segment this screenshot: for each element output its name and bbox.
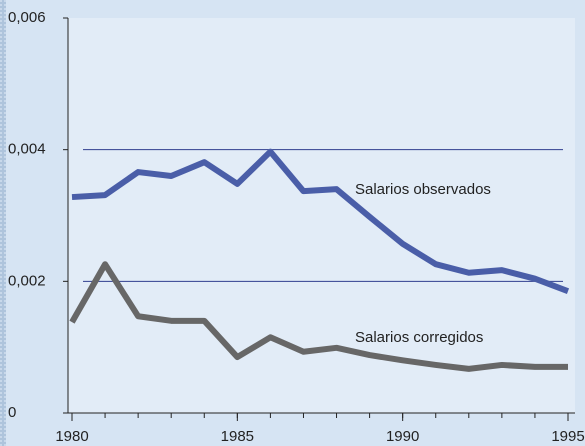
series-label: Salarios observados [355, 181, 491, 198]
plot-area [68, 18, 575, 413]
x-tick-label: 1995 [551, 428, 584, 445]
y-tick-label: 0,006 [8, 9, 46, 26]
x-tick-label: 1990 [386, 428, 419, 445]
y-tick-label: 0 [8, 404, 16, 421]
series-line [71, 148, 570, 295]
series-line [69, 261, 568, 372]
y-tick-label: 0,004 [8, 141, 46, 158]
left-border [0, 0, 6, 446]
y-tick-label: 0,002 [8, 272, 46, 289]
x-tick-label: 1985 [221, 428, 254, 445]
x-tick-label: 1980 [55, 428, 88, 445]
series-label: Salarios corregidos [355, 329, 483, 346]
